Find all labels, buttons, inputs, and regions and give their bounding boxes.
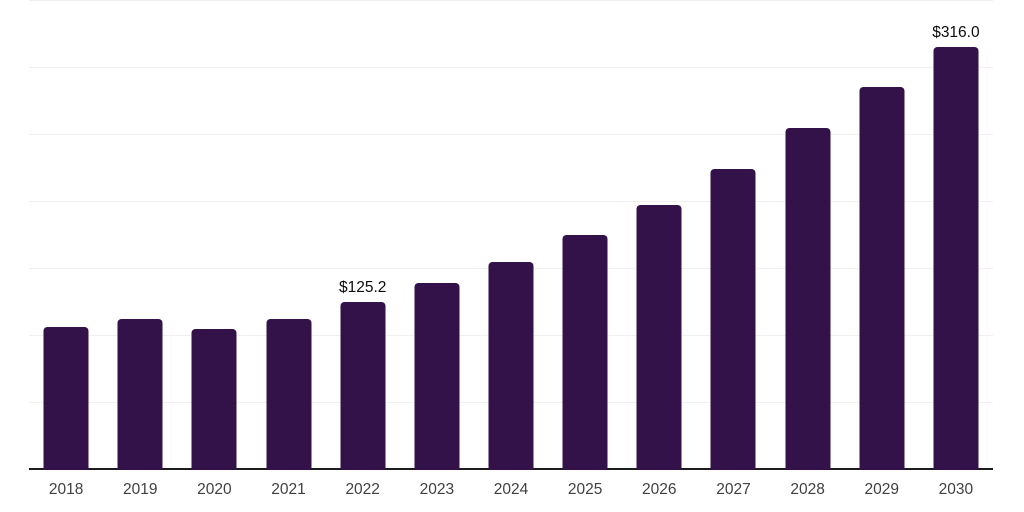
bar-slot-2029 <box>845 0 919 470</box>
x-tick-label-2026: 2026 <box>642 481 677 498</box>
x-tick-label-2022: 2022 <box>345 481 380 498</box>
bar-2020 <box>191 329 237 470</box>
gridline <box>29 200 993 202</box>
bar-value-label-2022: $125.2 <box>338 279 387 297</box>
bar-2018 <box>43 327 89 470</box>
gridline <box>29 0 993 1</box>
bar-slot-2026 <box>622 0 696 470</box>
bar-slot-2019 <box>103 0 177 470</box>
bar-2027 <box>710 169 756 470</box>
bar-slot-2023 <box>400 0 474 470</box>
bar-2028 <box>785 127 831 470</box>
bar-slot-2028 <box>771 0 845 470</box>
bar-2030 <box>933 46 979 470</box>
bar-2019 <box>117 319 163 470</box>
bar-slot-2020 <box>177 0 251 470</box>
bar-slot-2021 <box>251 0 325 470</box>
x-tick-label-2029: 2029 <box>864 481 899 498</box>
x-tick-label-2018: 2018 <box>48 481 84 498</box>
bar-2021 <box>266 319 312 470</box>
x-tick-label-2027: 2027 <box>716 481 751 498</box>
bar-value-label-2030: $316.0 <box>932 23 980 41</box>
bar-slot-2025 <box>548 0 622 470</box>
x-tick-label-2019: 2019 <box>122 481 158 498</box>
plot-area: $125.2 $316.0 <box>29 0 993 470</box>
bar-2025 <box>562 235 608 470</box>
x-tick-label-2025: 2025 <box>567 481 603 498</box>
gridline <box>29 66 993 68</box>
bar-slot-2030: $316.0 <box>919 0 993 470</box>
bar-2024 <box>488 261 534 470</box>
x-tick-label-2021: 2021 <box>271 481 306 498</box>
gridline <box>29 133 993 135</box>
x-tick-label-2028: 2028 <box>790 481 825 498</box>
x-tick-label-2030: 2030 <box>938 481 974 498</box>
bar-slot-2024 <box>474 0 548 470</box>
x-tick-label-2024: 2024 <box>493 481 529 498</box>
bar-2023 <box>414 283 460 470</box>
x-axis-tick-row: 2018 2019 2020 2021 2022 2023 2024 2025 2026 2027… <box>29 480 993 506</box>
bar-2029 <box>859 86 905 470</box>
bar-2026 <box>636 205 682 470</box>
bar-2022 <box>340 302 386 470</box>
bar-slot-2018 <box>29 0 103 470</box>
bar-slot-2022: $125.2 <box>326 0 400 470</box>
x-tick-label-2020: 2020 <box>197 481 232 498</box>
bar-slot-2027 <box>696 0 770 470</box>
x-tick-label-2023: 2023 <box>419 481 455 498</box>
